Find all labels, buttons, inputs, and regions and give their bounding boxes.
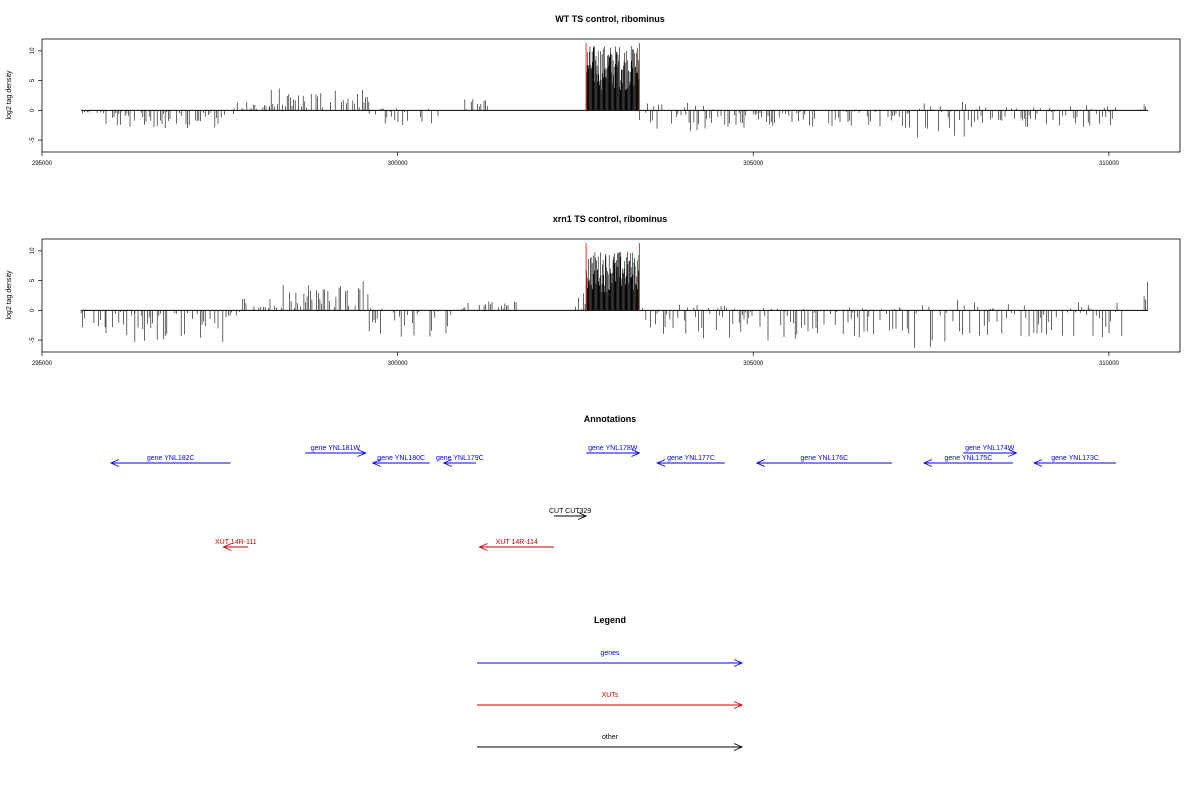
annotation-label: XUT 14R-114 xyxy=(496,539,538,546)
panel-wt: WT TS control, ribominus log2 tag densit… xyxy=(6,14,1181,167)
annotations-title: Annotations xyxy=(584,414,637,424)
annotation-arrow-head xyxy=(577,512,588,520)
legend-arrow-head xyxy=(733,659,744,667)
x-tick-label: 305000 xyxy=(743,161,764,167)
annotation-label: gene YNL178W xyxy=(588,445,638,452)
y-ticks: -5 0 5 10 xyxy=(30,47,42,143)
annotation-label: XUT 14R-111 xyxy=(215,539,257,546)
annotation-label: CUT CUT329 xyxy=(549,508,591,515)
y-tick-label: 5 xyxy=(30,278,36,282)
legend-arrow-head xyxy=(733,701,744,709)
annotation-arrow-head xyxy=(1033,459,1043,467)
legend-label: XUTs xyxy=(602,692,619,699)
legend-items: genes XUTs other xyxy=(477,650,744,751)
annotation-arrow-head xyxy=(1008,449,1018,457)
annotation-arrow-head xyxy=(222,543,232,551)
annotation-arrow-head xyxy=(922,459,933,467)
panel-title: WT TS control, ribominus xyxy=(555,14,665,24)
x-tick-label: 305000 xyxy=(743,361,764,367)
annotation-label: gene YNL175C xyxy=(945,455,993,462)
annotation-label: gene YNL177C xyxy=(667,455,715,462)
annotation-arrow-head xyxy=(109,459,120,467)
x-tick-label: 295000 xyxy=(32,361,53,367)
x-ticks: 295000 300000 305000 310000 xyxy=(32,352,1120,367)
y-tick-label: -5 xyxy=(30,337,36,343)
density-bars xyxy=(81,43,1148,138)
y-tick-label: 10 xyxy=(30,47,36,54)
y-tick-label: 0 xyxy=(30,308,36,312)
annotation-arrow-head xyxy=(755,459,765,467)
y-tick-label: -5 xyxy=(30,137,36,143)
annotation-arrow-head xyxy=(656,459,666,467)
panel-title: xrn1 TS control, ribominus xyxy=(553,214,668,224)
annotation-label: gene YNL182C xyxy=(147,455,195,462)
y-axis-label: log2 tag density xyxy=(6,70,13,120)
x-tick-label: 310000 xyxy=(1099,361,1120,367)
plot-frame xyxy=(41,38,1181,153)
legend-label: other xyxy=(602,734,619,741)
density-bars xyxy=(80,243,1148,348)
panel-xrn1: xrn1 TS control, ribominus log2 tag dens… xyxy=(6,214,1181,367)
y-tick-label: 5 xyxy=(30,78,36,82)
annotation-arrow-head xyxy=(631,449,641,457)
annotation-arrow-head xyxy=(478,543,488,551)
x-tick-label: 300000 xyxy=(388,161,409,167)
y-axis-label: log2 tag density xyxy=(6,270,13,320)
annotation-arrow-head xyxy=(442,459,453,467)
annotation-arrow-head xyxy=(371,459,381,467)
annotation-label: gene YNL173C xyxy=(1051,455,1099,462)
annotation-arrow-head xyxy=(357,449,367,457)
annotation-label: gene YNL180C xyxy=(377,455,425,462)
x-tick-label: 310000 xyxy=(1099,161,1120,167)
annotation-items: gene YNL182C gene YNL181W gene YNL180C gene… xyxy=(109,445,1116,551)
x-tick-label: 300000 xyxy=(388,361,409,367)
legend-arrow-head xyxy=(733,743,744,751)
y-tick-label: 10 xyxy=(30,247,36,254)
plot-frame xyxy=(41,238,1181,353)
y-tick-label: 0 xyxy=(30,108,36,112)
annotation-label: gene YNL176C xyxy=(801,455,849,462)
legend-panel: Legend genes XUTs other xyxy=(477,615,744,751)
legend-label: genes xyxy=(600,650,620,657)
legend-title: Legend xyxy=(594,615,626,625)
x-tick-label: 295000 xyxy=(32,161,53,167)
x-ticks: 295000 300000 305000 310000 xyxy=(32,152,1120,167)
annotation-label: gene YNL181W xyxy=(311,445,361,452)
y-ticks: -5 0 5 10 xyxy=(30,247,42,343)
annotation-label: gene YNL174W xyxy=(965,445,1015,452)
annotation-label: gene YNL179C xyxy=(436,455,484,462)
